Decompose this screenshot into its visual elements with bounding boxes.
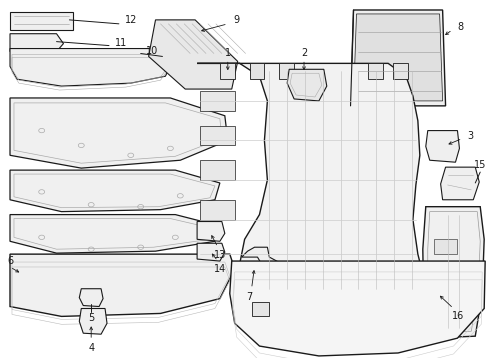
Text: 7: 7 xyxy=(246,292,253,302)
Text: 14: 14 xyxy=(214,264,226,274)
Text: 1: 1 xyxy=(225,49,231,58)
Polygon shape xyxy=(426,131,460,162)
Polygon shape xyxy=(200,126,235,145)
Polygon shape xyxy=(200,200,235,220)
Text: 15: 15 xyxy=(474,160,487,170)
Polygon shape xyxy=(79,289,103,306)
Polygon shape xyxy=(10,49,172,86)
Text: 13: 13 xyxy=(214,250,226,260)
Text: 12: 12 xyxy=(124,15,137,25)
Text: 11: 11 xyxy=(115,37,127,48)
Text: 4: 4 xyxy=(88,343,94,353)
Polygon shape xyxy=(197,221,225,241)
Polygon shape xyxy=(10,254,235,316)
Polygon shape xyxy=(148,20,238,89)
Polygon shape xyxy=(220,63,235,79)
Polygon shape xyxy=(10,98,228,168)
Polygon shape xyxy=(434,309,458,323)
Polygon shape xyxy=(393,63,408,79)
Polygon shape xyxy=(10,170,220,212)
Polygon shape xyxy=(10,34,64,51)
Polygon shape xyxy=(441,167,479,200)
Text: 10: 10 xyxy=(147,45,159,55)
Text: 5: 5 xyxy=(88,313,94,323)
Text: 2: 2 xyxy=(301,49,307,58)
Polygon shape xyxy=(434,279,458,294)
Polygon shape xyxy=(244,277,277,297)
Polygon shape xyxy=(368,63,383,79)
Polygon shape xyxy=(10,215,218,253)
Polygon shape xyxy=(79,309,107,334)
Polygon shape xyxy=(200,91,235,111)
Text: 6: 6 xyxy=(7,256,13,266)
Polygon shape xyxy=(350,10,445,106)
Polygon shape xyxy=(279,63,294,79)
Polygon shape xyxy=(230,261,485,356)
Polygon shape xyxy=(251,302,270,316)
Polygon shape xyxy=(10,12,74,30)
Text: 9: 9 xyxy=(234,15,240,25)
Polygon shape xyxy=(249,63,265,79)
Polygon shape xyxy=(242,247,282,274)
Polygon shape xyxy=(423,207,484,338)
Text: 8: 8 xyxy=(457,22,464,32)
Text: 3: 3 xyxy=(467,131,473,140)
Polygon shape xyxy=(353,14,442,101)
Polygon shape xyxy=(287,69,327,101)
Polygon shape xyxy=(434,239,458,254)
Polygon shape xyxy=(200,160,235,180)
Polygon shape xyxy=(197,63,423,297)
Text: 16: 16 xyxy=(452,311,465,321)
Polygon shape xyxy=(197,243,225,261)
